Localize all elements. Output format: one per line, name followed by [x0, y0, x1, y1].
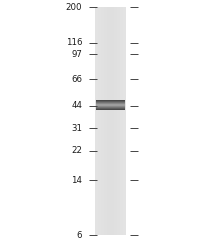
Text: 66: 66: [71, 75, 82, 84]
Text: 116: 116: [66, 38, 82, 47]
Text: 31: 31: [71, 124, 82, 133]
Text: 97: 97: [71, 50, 82, 59]
Text: 200: 200: [66, 3, 82, 12]
Text: 44: 44: [71, 101, 82, 110]
Text: 6: 6: [77, 231, 82, 240]
Text: 14: 14: [71, 176, 82, 185]
Text: kDa: kDa: [63, 0, 82, 1]
Text: 22: 22: [71, 146, 82, 155]
Bar: [95, 7, 125, 235]
